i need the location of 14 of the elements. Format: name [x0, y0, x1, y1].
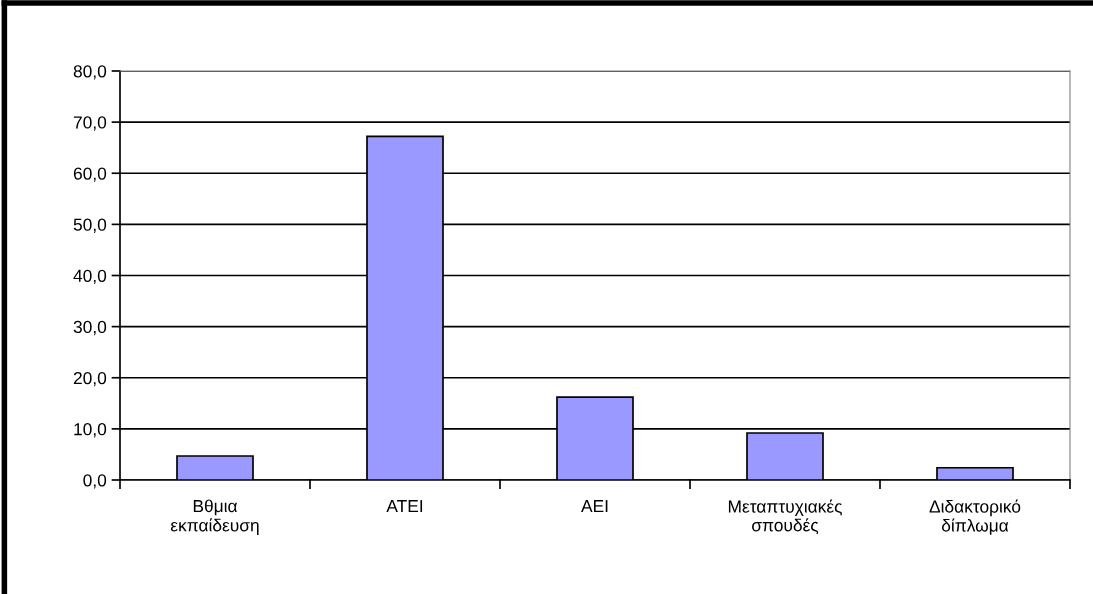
y-tick-label: 60,0 [73, 167, 107, 182]
x-tick-label: ΑΤΕΙ [386, 500, 423, 513]
x-tick-label: Διδακτορικό δίπλωμα [929, 499, 1021, 535]
y-tick-label: 50,0 [73, 218, 107, 233]
x-tick-label: Βθμια εκπαίδευση [170, 499, 259, 535]
y-tick-label: 40,0 [73, 269, 107, 285]
y-tick-label: 0,0 [83, 474, 107, 489]
y-tick-label: 20,0 [73, 371, 107, 387]
y-tick-label: 30,0 [73, 320, 107, 336]
y-tick-label: 70,0 [73, 116, 107, 131]
y-tick-label: 80,0 [73, 65, 107, 80]
x-tick-label: Μεταπτυχιακές σπουδές [728, 499, 842, 535]
x-tick-label: ΑΕΙ [581, 500, 608, 513]
y-tick-label: 10,0 [74, 423, 107, 438]
